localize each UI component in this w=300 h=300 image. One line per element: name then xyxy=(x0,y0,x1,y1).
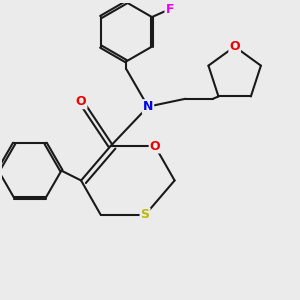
Text: O: O xyxy=(76,95,86,108)
Text: S: S xyxy=(141,208,150,221)
Text: O: O xyxy=(230,40,240,53)
Text: F: F xyxy=(165,3,174,16)
Text: N: N xyxy=(143,100,153,113)
Text: O: O xyxy=(150,140,160,152)
